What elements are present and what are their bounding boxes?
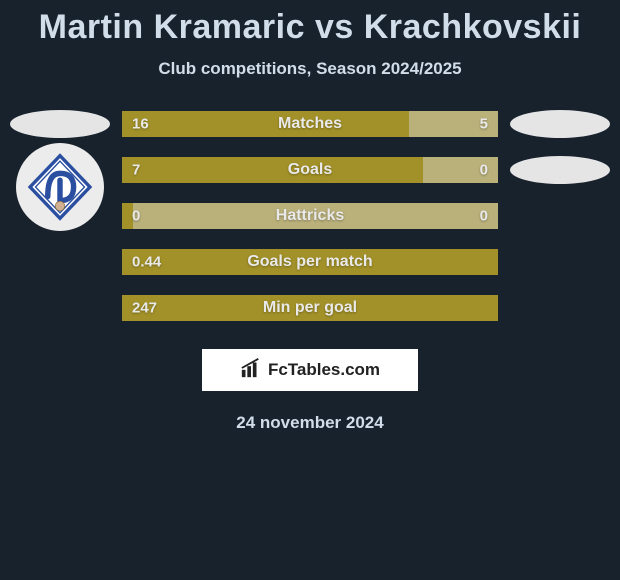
- stat-value-right: 0: [480, 162, 488, 179]
- date-text: 24 november 2024: [0, 413, 620, 433]
- stat-value-left: 0.44: [132, 254, 161, 271]
- right-side-slot: [500, 101, 620, 147]
- right-side-slot: [500, 239, 620, 285]
- player-right-ellipse: [510, 156, 610, 184]
- stat-value-left: 7: [132, 162, 140, 179]
- stat-value-left: 0: [132, 208, 140, 225]
- stat-bar-left: [122, 249, 498, 275]
- stat-value-left: 16: [132, 116, 149, 133]
- player-right-ellipse: [510, 110, 610, 138]
- bars-icon: [240, 357, 262, 384]
- stat-bar: 00Hattricks: [120, 201, 500, 231]
- page-title: Martin Kramaric vs Krachkovskii: [0, 0, 620, 47]
- attribution-text: FcTables.com: [268, 360, 380, 380]
- right-side-slot: [500, 193, 620, 239]
- crest-holder: [0, 143, 120, 231]
- left-side-slot: [0, 101, 120, 147]
- left-side-slot: [0, 285, 120, 331]
- right-side-slot: [500, 147, 620, 193]
- stat-row: 0.44Goals per match: [0, 239, 620, 285]
- stat-bar: 70Goals: [120, 155, 500, 185]
- stat-bar: 247Min per goal: [120, 293, 500, 323]
- stat-bar: 165Matches: [120, 109, 500, 139]
- stats-container: 165Matches70Goals00Hattricks0.44Goals pe…: [0, 101, 620, 331]
- player-left-ellipse: [10, 110, 110, 138]
- page-subtitle: Club competitions, Season 2024/2025: [0, 59, 620, 79]
- right-side-slot: [500, 285, 620, 331]
- stat-bar-right: [133, 203, 498, 229]
- stat-row: 165Matches: [0, 101, 620, 147]
- stat-bar-left: [122, 111, 409, 137]
- left-side-slot: [0, 239, 120, 285]
- stat-bar-left: [122, 295, 498, 321]
- club-crest-icon: [16, 143, 104, 231]
- attribution-badge: FcTables.com: [202, 349, 418, 391]
- stat-bar-left: [122, 157, 423, 183]
- stat-row: 247Min per goal: [0, 285, 620, 331]
- stat-value-left: 247: [132, 300, 157, 317]
- stat-value-right: 0: [480, 208, 488, 225]
- stat-value-right: 5: [480, 116, 488, 133]
- stat-bar: 0.44Goals per match: [120, 247, 500, 277]
